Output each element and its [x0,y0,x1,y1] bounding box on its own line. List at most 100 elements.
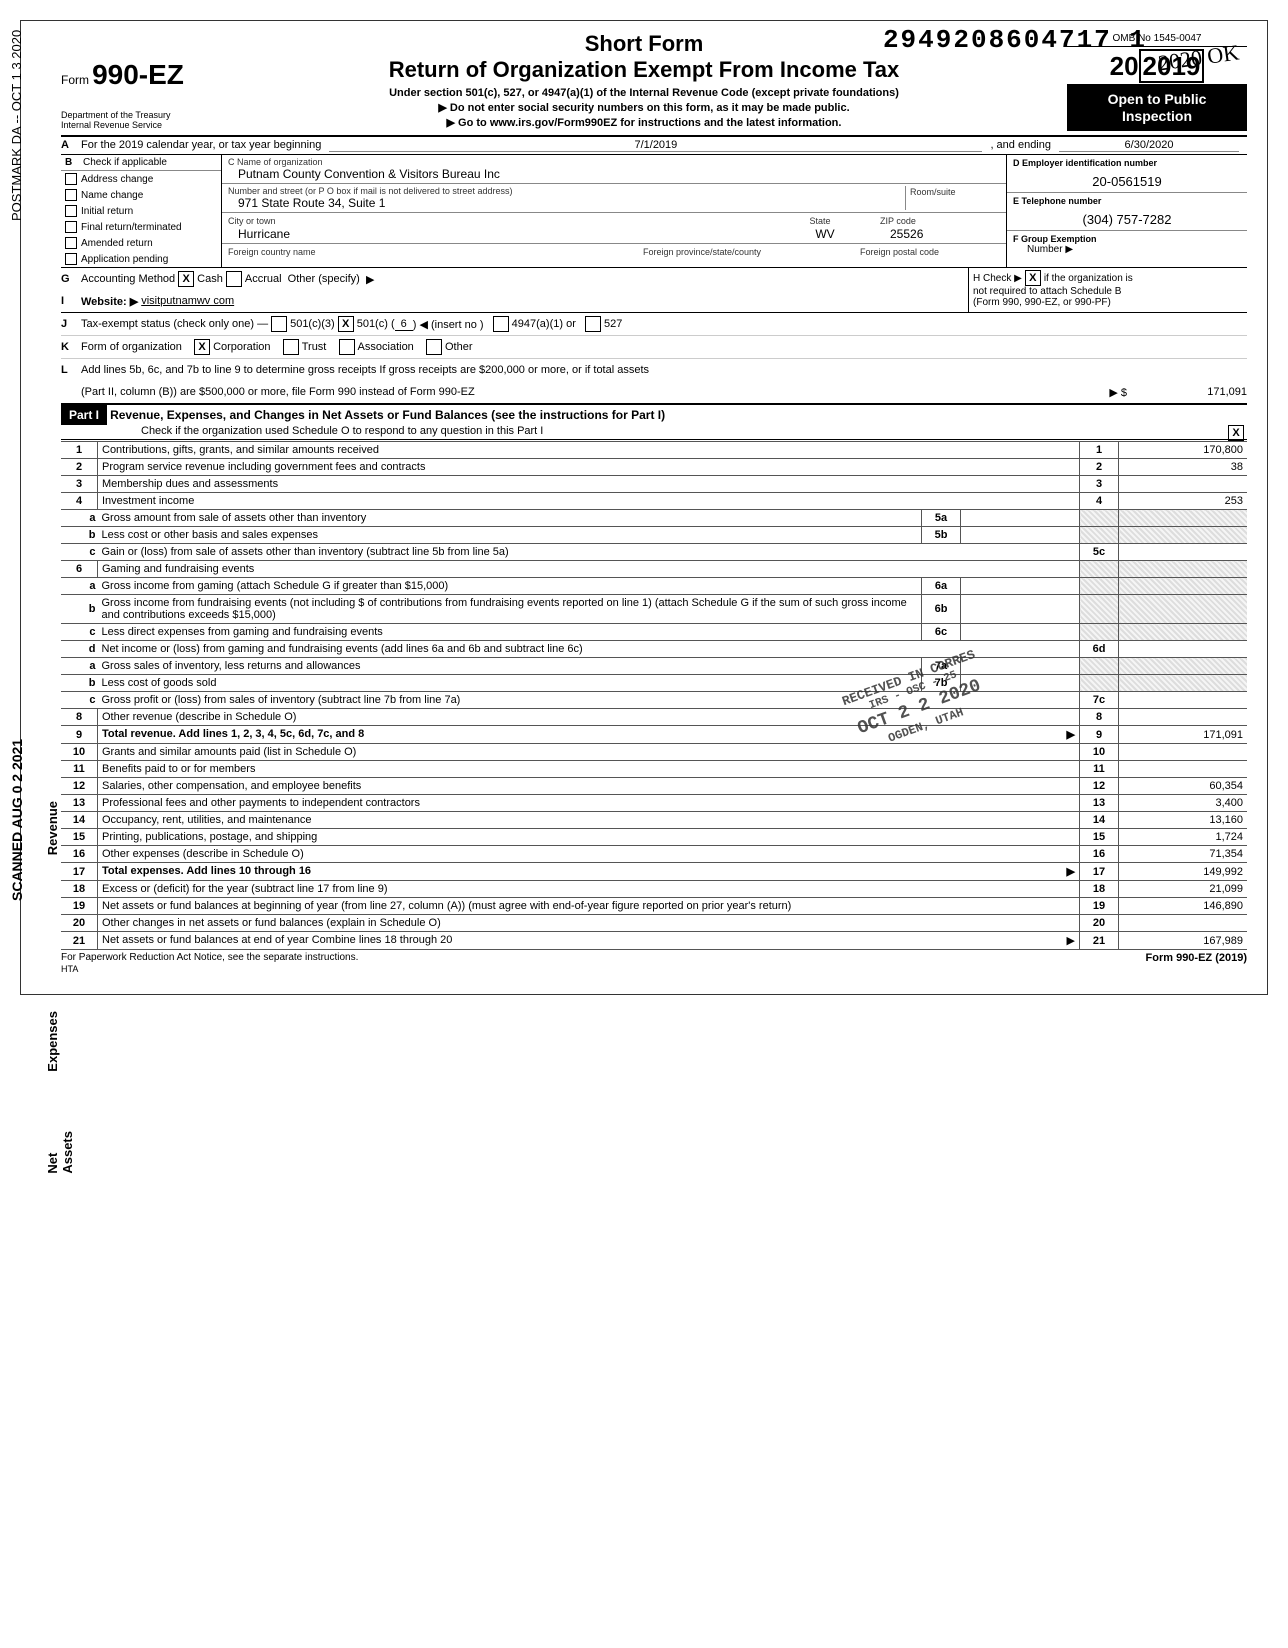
line-number: 6 [61,561,98,578]
right-line-no: 2 [1080,459,1119,476]
org-state: WV [805,227,834,241]
col-right-def: D Employer identification number 20-0561… [1006,155,1247,267]
right-line-no: 13 [1080,795,1119,812]
part-1-sub: Check if the organization used Schedule … [61,425,1247,440]
mid-line-no: 6c [922,624,961,641]
chk-4947[interactable] [493,316,509,332]
line-desc: Net assets or fund balances at beginning… [98,898,1080,915]
table-row: 19Net assets or fund balances at beginni… [61,898,1247,915]
line-number: c [61,624,98,641]
501c-number: 6 [395,318,413,331]
line-desc: Less cost of goods sold [98,675,922,692]
right-line-val [1119,709,1248,726]
table-row: 11Benefits paid to or for members11 [61,761,1247,778]
chk-501c3[interactable] [271,316,287,332]
chk-501c[interactable]: X [338,316,354,332]
line-desc: Membership dues and assessments [98,476,1080,493]
right-line-val [1119,544,1248,561]
right-line-no: 11 [1080,761,1119,778]
org-address: 971 State Route 34, Suite 1 [228,196,905,210]
table-row: 3Membership dues and assessments3 [61,476,1247,493]
chk-accrual[interactable] [226,271,242,287]
table-row: 14Occupancy, rent, utilities, and mainte… [61,812,1247,829]
line-number: 19 [61,898,98,915]
chk-corporation[interactable]: X [194,339,210,355]
mid-line-no: 5a [922,510,961,527]
line-desc: Total revenue. Add lines 1, 2, 3, 4, 5c,… [98,726,1080,744]
chk-schedule-b[interactable]: X [1025,270,1041,286]
line-number: 21 [61,932,98,950]
row-k-form-org: K Form of organization XCorporation Trus… [61,336,1247,359]
mid-line-val [961,595,1080,624]
right-line-no: 3 [1080,476,1119,493]
barcode-number: 2949208604717 1 [883,25,1147,55]
line-desc: Gross sales of inventory, less returns a… [98,658,922,675]
right-line-no: 1 [1080,442,1119,459]
table-row: 6Gaming and fundraising events [61,561,1247,578]
right-line-no: 21 [1080,932,1119,950]
chk-trust[interactable] [283,339,299,355]
open-to-public: Open to Public Inspection [1067,85,1247,131]
line-desc: Gain or (loss) from sale of assets other… [98,544,1080,561]
row-j-tax-exempt: J Tax-exempt status (check only one) — 5… [61,313,1247,336]
row-h-schedule-b: H Check ▶Xif the organization is not req… [968,268,1247,312]
mid-line-val [961,578,1080,595]
part-1-table: 1Contributions, gifts, grants, and simil… [61,441,1247,950]
table-row: aGross sales of inventory, less returns … [61,658,1247,675]
right-line-val [1119,641,1248,658]
right-line-val: 167,989 [1119,932,1248,950]
line-number: d [61,641,98,658]
table-row: cLess direct expenses from gaming and fu… [61,624,1247,641]
table-row: 8Other revenue (describe in Schedule O)8 [61,709,1247,726]
right-line-val [1119,476,1248,493]
row-l-gross-receipts-2: (Part II, column (B)) are $500,000 or mo… [61,381,1247,405]
org-zip: 25526 [880,227,923,241]
line-desc: Net assets or fund balances at end of ye… [98,932,1080,950]
right-line-val: 60,354 [1119,778,1248,795]
right-line-val [1119,761,1248,778]
mid-line-no: 6a [922,578,961,595]
line-number: 20 [61,915,98,932]
ein: 20-0561519 [1013,168,1241,189]
chk-schedule-o[interactable]: X [1228,425,1244,441]
right-line-no: 8 [1080,709,1119,726]
chk-initial-return[interactable]: Initial return [61,203,221,219]
chk-527[interactable] [585,316,601,332]
right-line-no: 14 [1080,812,1119,829]
subtitle-website: ▶ Go to www.irs.gov/Form990EZ for instru… [231,116,1057,129]
table-row: 16Other expenses (describe in Schedule O… [61,846,1247,863]
line-number: 16 [61,846,98,863]
right-line-no: 12 [1080,778,1119,795]
footer-hta: HTA [61,964,1247,974]
table-row: 1Contributions, gifts, grants, and simil… [61,442,1247,459]
chk-other-org[interactable] [426,339,442,355]
chk-application-pending[interactable]: Application pending [61,251,221,267]
mid-line-val [961,527,1080,544]
line-number: 4 [61,493,98,510]
table-row: 2Program service revenue including gover… [61,459,1247,476]
line-desc: Less direct expenses from gaming and fun… [98,624,922,641]
chk-address-change[interactable]: Address change [61,171,221,187]
table-row: cGain or (loss) from sale of assets othe… [61,544,1247,561]
chk-amended-return[interactable]: Amended return [61,235,221,251]
mid-line-val [961,510,1080,527]
table-row: bGross income from fundraising events (n… [61,595,1247,624]
chk-cash[interactable]: X [178,271,194,287]
right-line-no: 18 [1080,881,1119,898]
chk-final-return[interactable]: Final return/terminated [61,219,221,235]
right-line-val: 170,800 [1119,442,1248,459]
right-line-no: 9 [1080,726,1119,744]
line-number: 8 [61,709,98,726]
right-line-val: 146,890 [1119,898,1248,915]
dept-irs: Internal Revenue Service [61,121,221,131]
mid-line-no: 7b [922,675,961,692]
chk-name-change[interactable]: Name change [61,187,221,203]
right-line-val: 71,354 [1119,846,1248,863]
line-desc: Gross profit or (loss) from sales of inv… [98,692,1080,709]
line-number: a [61,578,98,595]
title-return: Return of Organization Exempt From Incom… [231,57,1057,83]
org-name: Putnam County Convention & Visitors Bure… [228,167,1000,181]
chk-association[interactable] [339,339,355,355]
col-c-org: C Name of organization Putnam County Con… [222,155,1006,267]
right-line-no: 20 [1080,915,1119,932]
